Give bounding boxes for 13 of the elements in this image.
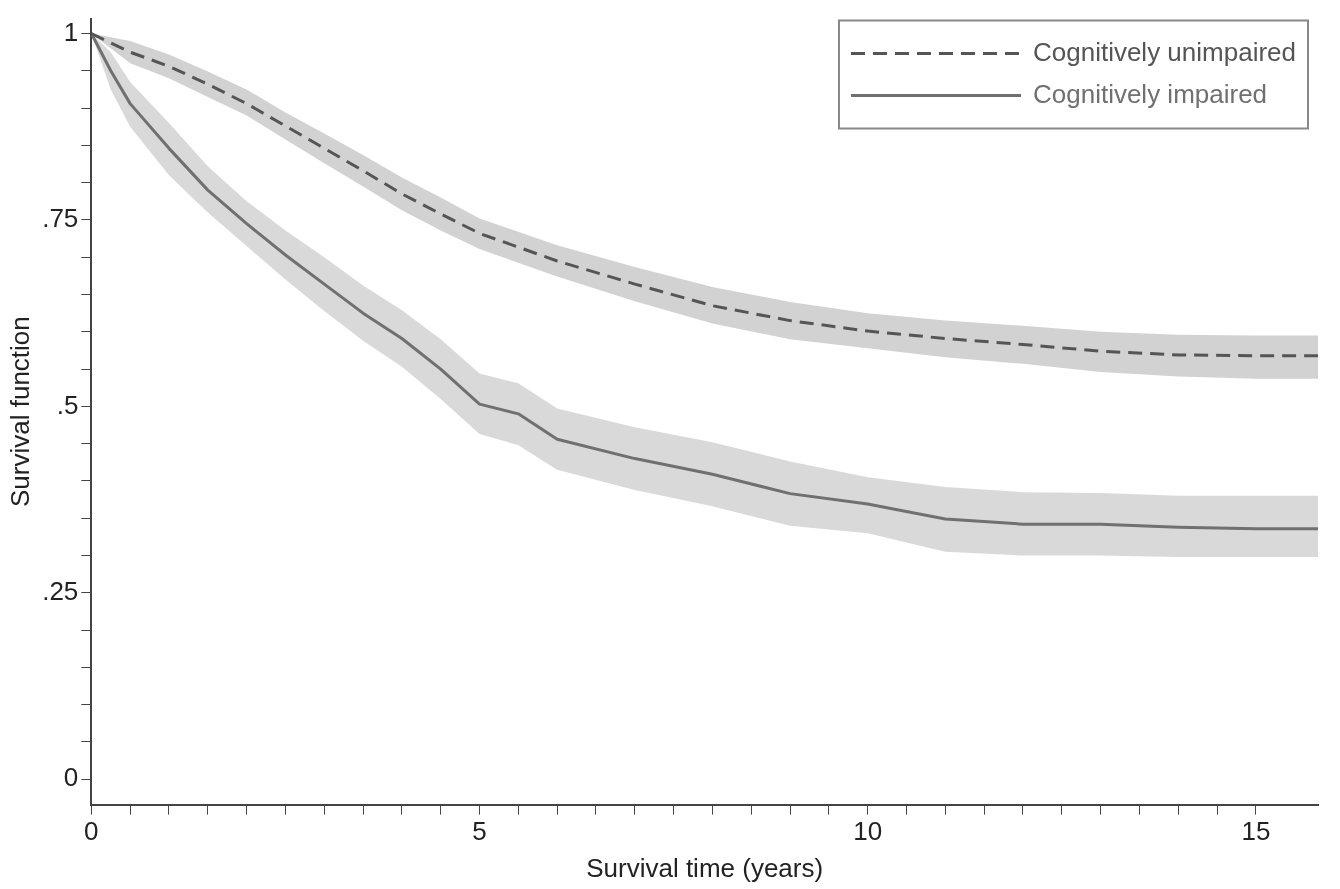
y-tick-label: .25 [42,575,79,606]
x-tick-label: 0 [84,816,99,847]
y-tick-label: .5 [56,389,79,420]
y-tick-label: 1 [63,16,79,47]
x-tick-label: 10 [853,816,883,847]
y-tick-label: 0 [63,762,79,793]
y-tick-label: .75 [42,203,79,234]
x-tick-label: 5 [472,816,487,847]
x-tick-label: 15 [1241,816,1271,847]
x-axis-title: Survival time (years) [586,852,824,883]
text: Cognitively impaired [1032,78,1268,109]
y-axis-title: Survival function [4,316,35,507]
text: Cognitively unimpaired [1032,36,1297,67]
